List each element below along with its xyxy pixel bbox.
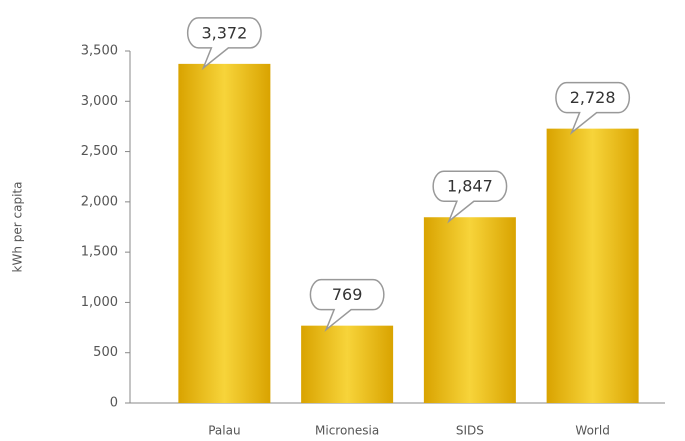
value-callout (555, 81, 631, 136)
bar (423, 217, 516, 403)
value-label: 2,728 (570, 88, 616, 107)
y-tick-label: 0 (110, 396, 118, 411)
value-callout (186, 17, 262, 71)
value-label: 769 (332, 285, 363, 304)
x-tick-label: SIDS (456, 424, 484, 438)
y-tick-label: 2,500 (81, 144, 118, 159)
y-tick-label: 500 (93, 345, 118, 360)
y-tick-label: 3,000 (81, 94, 118, 109)
value-label: 1,847 (447, 177, 493, 196)
value-callout (309, 278, 385, 333)
y-tick-label: 1,500 (81, 245, 118, 260)
value-callout (432, 170, 508, 224)
x-tick-label: World (575, 424, 609, 438)
bar (301, 325, 394, 403)
x-tick-label: Micronesia (315, 424, 379, 438)
y-tick-label: 2,000 (81, 194, 118, 209)
bar (178, 63, 271, 404)
y-axis-label: kWh per capita (11, 182, 25, 273)
y-tick-label: 3,500 (81, 44, 118, 59)
value-label: 3,372 (201, 23, 247, 42)
bar (546, 128, 639, 403)
x-tick-label: Palau (208, 424, 240, 438)
y-tick-label: 1,000 (81, 295, 118, 310)
